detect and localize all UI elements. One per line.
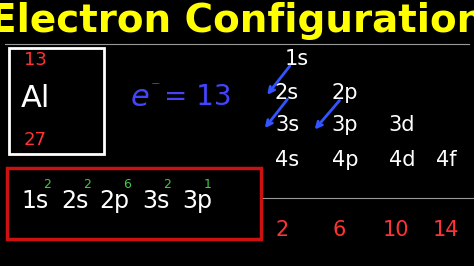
- Text: 3s: 3s: [142, 189, 170, 213]
- Text: = 13: = 13: [164, 83, 231, 111]
- Bar: [9, 48, 104, 154]
- Text: 2p: 2p: [100, 189, 129, 213]
- Text: 13: 13: [24, 51, 47, 69]
- Text: 4d: 4d: [389, 149, 415, 170]
- Text: 2s: 2s: [275, 83, 299, 103]
- Text: 2: 2: [43, 178, 51, 191]
- Text: 6: 6: [332, 220, 346, 240]
- Bar: [7, 168, 261, 239]
- Text: 2p: 2p: [332, 83, 358, 103]
- Text: 14: 14: [432, 220, 459, 240]
- Text: Al: Al: [21, 84, 50, 113]
- Text: 4p: 4p: [332, 149, 358, 170]
- Text: 27: 27: [24, 131, 47, 149]
- Text: 4f: 4f: [436, 149, 457, 170]
- Text: 1s: 1s: [284, 48, 309, 69]
- Text: 6: 6: [123, 178, 131, 191]
- Text: 2s: 2s: [62, 189, 89, 213]
- Text: 3p: 3p: [182, 189, 212, 213]
- Text: 10: 10: [383, 220, 409, 240]
- Text: 3s: 3s: [275, 115, 299, 135]
- Text: Electron Configuration: Electron Configuration: [0, 2, 474, 40]
- Text: ⁻: ⁻: [151, 79, 160, 97]
- Text: e: e: [130, 82, 149, 112]
- Text: 4s: 4s: [275, 149, 299, 170]
- Text: 3p: 3p: [332, 115, 358, 135]
- Text: 3d: 3d: [389, 115, 415, 135]
- Text: 2: 2: [275, 220, 289, 240]
- Text: 1s: 1s: [21, 189, 48, 213]
- Text: 1: 1: [204, 178, 212, 191]
- Text: 2: 2: [164, 178, 172, 191]
- Text: 2: 2: [83, 178, 91, 191]
